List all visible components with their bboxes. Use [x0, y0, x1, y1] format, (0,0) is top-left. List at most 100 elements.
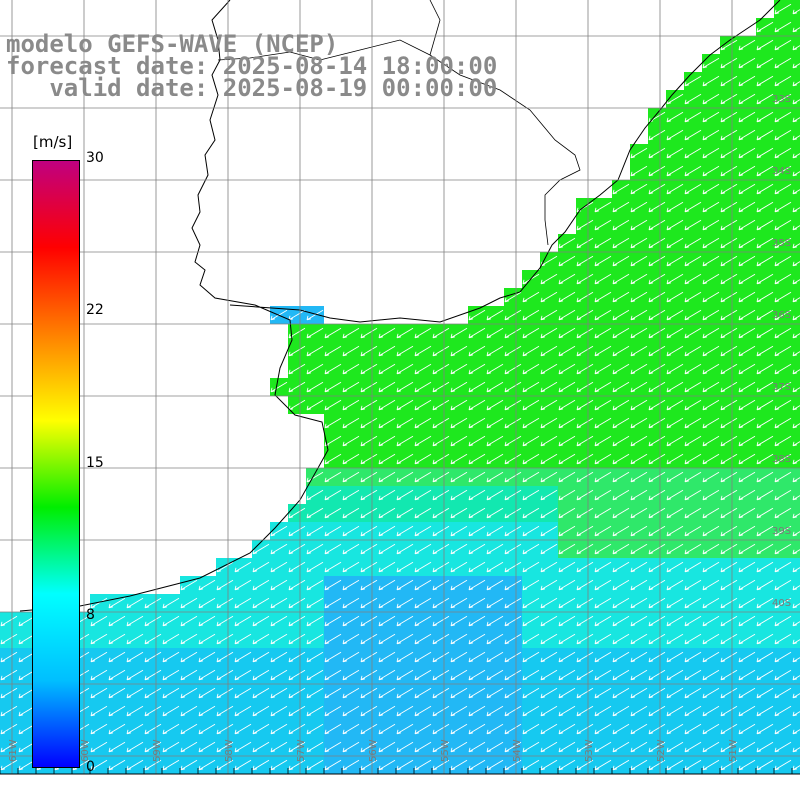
wind-arrow [378, 741, 396, 753]
wind-arrow [216, 741, 234, 753]
wind-arrow [324, 471, 342, 483]
wind-arrow [702, 741, 720, 753]
wind-arrow [720, 687, 738, 699]
wind-arrow [792, 477, 800, 483]
wind-arrow [216, 705, 234, 717]
wind-arrow [702, 309, 720, 321]
wind-arrow [324, 741, 342, 753]
wind-arrow [648, 759, 666, 771]
wind-arrow [342, 669, 360, 681]
wind-arrow [756, 543, 774, 555]
wind-arrow [774, 201, 792, 213]
wind-arrow [180, 669, 198, 681]
wind-arrow [288, 759, 306, 771]
wind-arrow [108, 687, 126, 699]
wind-arrow [558, 435, 576, 447]
wind-arrow [702, 687, 720, 699]
wind-arrow [288, 687, 306, 699]
wind-arrow [684, 219, 702, 231]
wind-arrow [360, 741, 378, 753]
wind-arrow [90, 741, 108, 753]
wind-arrow [612, 201, 630, 213]
wind-arrow [558, 687, 576, 699]
wind-cell [792, 378, 800, 396]
wind-arrow [558, 453, 576, 465]
wind-arrow [756, 579, 774, 591]
wind-arrow [594, 237, 612, 249]
forecast-date: forecast date: 2025-08-14 18:00:00 [6, 52, 498, 80]
wind-arrow [630, 399, 648, 411]
wind-arrow [774, 417, 792, 429]
wind-arrow [486, 741, 504, 753]
wind-arrow [738, 723, 756, 735]
wind-arrow [522, 435, 540, 447]
wind-arrow [504, 561, 522, 573]
wind-arrow [756, 291, 774, 303]
wind-arrow [342, 381, 360, 393]
wind-arrow [630, 291, 648, 303]
wind-arrow [540, 651, 558, 663]
wind-arrow [360, 435, 378, 447]
wind-arrow [306, 525, 324, 537]
wind-arrow [486, 687, 504, 699]
wind-arrow [216, 669, 234, 681]
wind-arrow [396, 507, 414, 519]
wind-arrow [90, 597, 108, 609]
wind-arrow [180, 759, 198, 771]
wind-arrow [594, 399, 612, 411]
wind-arrow [738, 183, 756, 195]
wind-arrow [738, 489, 756, 501]
wind-arrow [594, 453, 612, 465]
wind-arrow [540, 399, 558, 411]
wind-arrow [648, 291, 666, 303]
wind-arrow [180, 597, 198, 609]
wind-arrow [378, 543, 396, 555]
wind-arrow [684, 183, 702, 195]
wind-arrow [432, 723, 450, 735]
wind-arrow [792, 369, 800, 375]
wind-arrow [486, 399, 504, 411]
wind-arrow [648, 435, 666, 447]
wind-arrow [648, 201, 666, 213]
wind-arrow [756, 111, 774, 123]
wind-arrow [486, 435, 504, 447]
wind-arrow [702, 525, 720, 537]
wind-arrow [702, 57, 720, 69]
lat-label: 40S [772, 598, 791, 609]
lat-lon-grid [0, 0, 800, 775]
wind-arrow [378, 615, 396, 627]
wind-arrow [396, 561, 414, 573]
wind-arrow [90, 669, 108, 681]
wind-arrow [594, 471, 612, 483]
wind-arrow [504, 327, 522, 339]
wind-arrow [684, 615, 702, 627]
wind-arrow [792, 441, 800, 447]
wind-arrow [468, 327, 486, 339]
wind-arrow [648, 273, 666, 285]
wind-arrow [522, 633, 540, 645]
wind-arrow [756, 93, 774, 105]
wind-arrow [144, 651, 162, 663]
wind-arrow [738, 129, 756, 141]
wind-arrow [774, 723, 792, 735]
wind-arrow [450, 399, 468, 411]
wind-arrow [720, 615, 738, 627]
wind-arrow [504, 471, 522, 483]
wind-arrow [666, 741, 684, 753]
wind-arrow [594, 615, 612, 627]
wind-arrow [648, 309, 666, 321]
wind-arrow [612, 525, 630, 537]
wind-arrow [792, 567, 800, 573]
wind-arrow [126, 633, 144, 645]
wind-arrow [162, 597, 180, 609]
colorbar-tick-15: 15 [86, 455, 104, 471]
wind-arrow [306, 651, 324, 663]
wind-arrow [324, 525, 342, 537]
wind-arrow [756, 489, 774, 501]
wind-arrow [738, 759, 756, 771]
wind-arrow [738, 363, 756, 375]
wind-arrow [450, 453, 468, 465]
wind-arrow [648, 399, 666, 411]
wind-arrow [414, 723, 432, 735]
wind-arrow [702, 345, 720, 357]
